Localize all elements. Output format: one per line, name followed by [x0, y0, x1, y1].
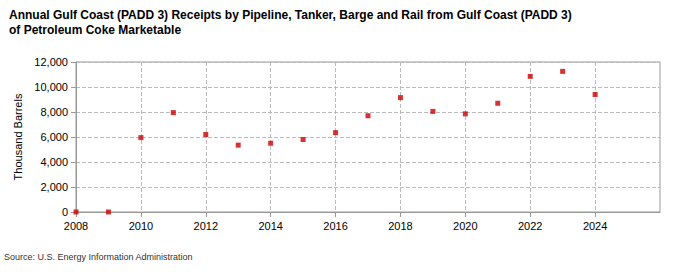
svg-text:10,000: 10,000: [34, 81, 68, 93]
svg-text:2014: 2014: [258, 220, 282, 232]
svg-text:6,000: 6,000: [40, 131, 68, 143]
svg-text:2016: 2016: [323, 220, 347, 232]
svg-text:2018: 2018: [388, 220, 412, 232]
svg-text:2,000: 2,000: [40, 181, 68, 193]
svg-text:Annual Gulf Coast (PADD 3) Rec: Annual Gulf Coast (PADD 3) Receipts by P…: [9, 8, 575, 22]
svg-text:2012: 2012: [194, 220, 218, 232]
svg-text:0: 0: [62, 206, 68, 218]
svg-text:Thousand Barrels: Thousand Barrels: [12, 93, 24, 180]
svg-text:Source: U.S. Energy Informatio: Source: U.S. Energy Information Administ…: [4, 252, 193, 262]
svg-text:2020: 2020: [453, 220, 477, 232]
svg-text:2024: 2024: [583, 220, 607, 232]
svg-text:8,000: 8,000: [40, 106, 68, 118]
svg-text:4,000: 4,000: [40, 156, 68, 168]
svg-text:12,000: 12,000: [34, 56, 68, 68]
svg-text:2022: 2022: [518, 220, 542, 232]
svg-text:of Petroleum Coke Marketable: of Petroleum Coke Marketable: [9, 23, 181, 37]
svg-text:2008: 2008: [64, 220, 88, 232]
svg-text:2010: 2010: [129, 220, 153, 232]
